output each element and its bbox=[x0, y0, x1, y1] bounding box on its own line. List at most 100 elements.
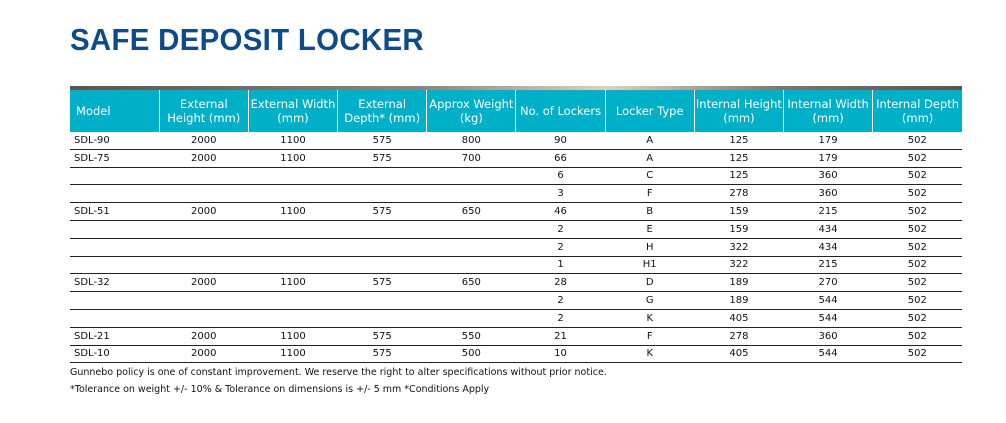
table-cell bbox=[248, 184, 338, 204]
tolerance-note: *Tolerance on weight +/- 10% & Tolerance… bbox=[70, 384, 490, 395]
table-cell: 189 bbox=[694, 273, 784, 293]
table-row: SDL-21 2000 1100 575 550 21 F 278 360 502 bbox=[70, 327, 962, 346]
table-cell: 544 bbox=[783, 291, 873, 310]
table-cell: 502 bbox=[872, 149, 962, 168]
table-cell bbox=[337, 291, 427, 310]
table-cell bbox=[70, 220, 160, 239]
table-cell bbox=[159, 238, 249, 257]
table-cell bbox=[248, 256, 338, 275]
table-row: 2 G 189 544 502 bbox=[70, 291, 962, 310]
table-header-row: Model External Height (mm) External Width … bbox=[70, 90, 962, 132]
table-cell: 502 bbox=[872, 345, 962, 364]
table-cell bbox=[70, 167, 160, 186]
table-cell: 90 bbox=[515, 132, 606, 150]
column-header: External Height (mm) bbox=[158, 90, 249, 132]
table-cell: 650 bbox=[426, 202, 516, 221]
table-cell: 550 bbox=[426, 327, 516, 346]
column-header: No. of Lockers bbox=[515, 90, 606, 132]
table-row: 2 E 159 434 502 bbox=[70, 220, 962, 239]
table-cell: 159 bbox=[694, 202, 784, 221]
locker-spec-table: Model External Height (mm) External Width … bbox=[70, 90, 962, 364]
header-divider-bar bbox=[70, 86, 962, 90]
table-cell bbox=[159, 291, 249, 310]
table-cell bbox=[159, 184, 249, 204]
table-cell bbox=[426, 167, 516, 186]
table-row: SDL-51 2000 1100 575 650 46 B 159 215 502 bbox=[70, 202, 962, 221]
table-cell: SDL-75 bbox=[70, 149, 160, 168]
table-cell: 3 bbox=[515, 184, 606, 204]
table-cell: 360 bbox=[783, 167, 873, 186]
table-cell: 405 bbox=[694, 309, 784, 328]
table-row: SDL-75 2000 1100 575 700 66 A 125 179 502 bbox=[70, 149, 962, 168]
table-cell bbox=[426, 184, 516, 204]
table-cell: C bbox=[605, 167, 695, 186]
table-cell: 189 bbox=[694, 291, 784, 310]
table-cell bbox=[159, 309, 249, 328]
table-cell: 360 bbox=[783, 327, 873, 346]
table-cell: 1100 bbox=[248, 345, 338, 364]
table-cell bbox=[159, 220, 249, 239]
table-cell bbox=[337, 256, 427, 275]
table-cell: 502 bbox=[872, 220, 962, 239]
table-cell bbox=[337, 220, 427, 239]
column-header: Model bbox=[70, 90, 160, 132]
table-cell: 502 bbox=[872, 184, 962, 204]
table-cell: 1100 bbox=[248, 132, 338, 150]
table-cell bbox=[337, 167, 427, 186]
table-cell: 66 bbox=[515, 149, 606, 168]
table-cell bbox=[159, 167, 249, 186]
column-header: External Depth* (mm) bbox=[337, 90, 427, 132]
table-cell bbox=[337, 309, 427, 328]
table-row: SDL-10 2000 1100 575 500 10 K 405 544 502 bbox=[70, 345, 962, 364]
table-cell: 700 bbox=[426, 149, 516, 168]
table-cell: F bbox=[605, 184, 695, 204]
table-cell: K bbox=[605, 345, 695, 364]
page-title: SAFE DEPOSIT LOCKER bbox=[70, 22, 424, 57]
table-cell bbox=[159, 256, 249, 275]
table-cell: 21 bbox=[515, 327, 606, 346]
table-cell: F bbox=[605, 327, 695, 346]
table-cell bbox=[70, 291, 160, 310]
table-cell: 360 bbox=[783, 184, 873, 204]
table-cell bbox=[426, 256, 516, 275]
column-header: Internal Height (mm) bbox=[693, 90, 784, 132]
table-cell: 270 bbox=[783, 273, 873, 293]
table-cell: G bbox=[605, 291, 695, 310]
table-cell bbox=[426, 309, 516, 328]
table-cell: 1100 bbox=[248, 327, 338, 346]
table-cell bbox=[426, 291, 516, 310]
table-cell: 2000 bbox=[159, 273, 249, 293]
table-cell: 179 bbox=[783, 132, 873, 150]
table-cell: 6 bbox=[515, 167, 606, 186]
table-cell: 215 bbox=[783, 256, 873, 275]
table-row: 6 C 125 360 502 bbox=[70, 167, 962, 186]
table-cell: SDL-21 bbox=[70, 327, 160, 346]
table-cell: 575 bbox=[337, 149, 427, 168]
table-cell: 28 bbox=[515, 273, 606, 293]
table-cell: 544 bbox=[783, 345, 873, 364]
table-cell: 159 bbox=[694, 220, 784, 239]
table-cell: 278 bbox=[694, 184, 784, 204]
table-cell: B bbox=[605, 202, 695, 221]
table-cell: 502 bbox=[872, 327, 962, 346]
table-cell: 2000 bbox=[159, 327, 249, 346]
table-cell: 502 bbox=[872, 238, 962, 257]
column-header: Internal Depth (mm) bbox=[872, 90, 962, 132]
table-cell: 405 bbox=[694, 345, 784, 364]
table-row: 2 K 405 544 502 bbox=[70, 309, 962, 328]
table-cell: 575 bbox=[337, 273, 427, 293]
table-row: 2 H 322 434 502 bbox=[70, 238, 962, 257]
table-cell: 502 bbox=[872, 202, 962, 221]
table-cell: H bbox=[605, 238, 695, 257]
table-cell: 2 bbox=[515, 291, 606, 310]
table-cell: 215 bbox=[783, 202, 873, 221]
table-cell bbox=[248, 167, 338, 186]
table-cell: E bbox=[605, 220, 695, 239]
table-cell: H1 bbox=[605, 256, 695, 275]
table-cell bbox=[337, 184, 427, 204]
column-header: Approx Weight (kg) bbox=[426, 90, 516, 132]
table-cell: 434 bbox=[783, 220, 873, 239]
table-cell: 2000 bbox=[159, 132, 249, 150]
table-cell: 502 bbox=[872, 167, 962, 186]
table-cell: 1100 bbox=[248, 273, 338, 293]
